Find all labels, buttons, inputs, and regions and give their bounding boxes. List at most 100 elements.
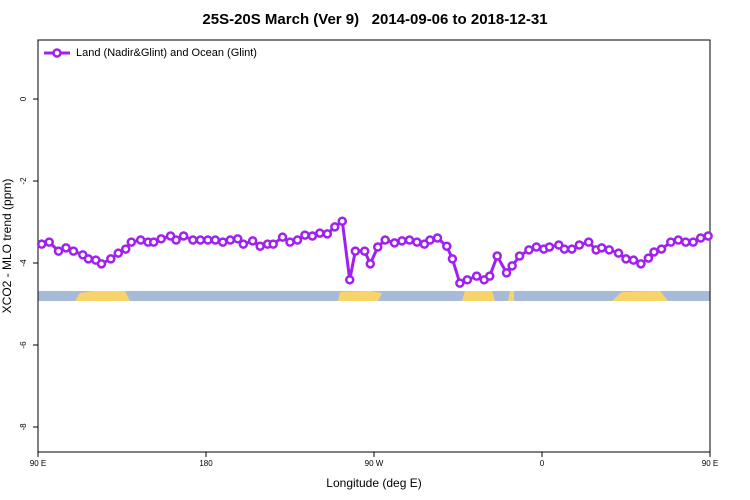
data-point (106, 254, 116, 264)
x-tick-label: 90 E (702, 459, 718, 468)
x-axis-label: Longitude (deg E) (326, 476, 421, 490)
legend-marker (52, 48, 62, 58)
x-tick-label: 90 W (365, 459, 384, 468)
land (338, 291, 382, 301)
data-point (307, 231, 318, 241)
data-point (372, 242, 383, 252)
data-point (359, 246, 370, 256)
data-point (120, 244, 131, 254)
data-point (292, 235, 303, 245)
data-point (218, 237, 228, 247)
data-point (432, 233, 443, 243)
data-point (156, 234, 166, 244)
data-point (524, 245, 534, 255)
data-point (238, 239, 249, 249)
data-point (567, 244, 577, 254)
data-point (621, 254, 631, 264)
y-tick-label: -2 (19, 177, 28, 185)
data-point (628, 255, 639, 265)
data-point (544, 242, 555, 252)
data-point (344, 275, 355, 285)
x-tick-label: 0 (540, 459, 545, 468)
data-point (96, 259, 107, 269)
data-point (596, 243, 607, 253)
data-point (178, 231, 189, 241)
chart-title: 25S-20S March (Ver 9) 2014-09-06 to 2018… (202, 11, 547, 28)
data-point (365, 259, 376, 269)
data-point (126, 237, 137, 247)
data-point (232, 234, 243, 244)
data-point (604, 245, 614, 255)
land (508, 291, 514, 301)
data-point (300, 230, 310, 240)
data-point (195, 235, 206, 245)
data-point (442, 241, 452, 251)
data-point (574, 240, 585, 250)
legend-label: Land (Nadir&Glint) and Ocean (Glint) (76, 47, 257, 59)
data-point (171, 235, 181, 245)
land (75, 291, 130, 301)
data-point (531, 242, 542, 252)
data-point (61, 243, 71, 253)
data-point (397, 236, 407, 246)
data-point (135, 235, 146, 245)
y-tick-label: 0 (19, 96, 28, 101)
data-point (583, 237, 594, 247)
data-point (148, 237, 159, 247)
data-point (36, 239, 47, 249)
data-point (247, 236, 258, 246)
data-point (559, 244, 570, 254)
data-point (83, 254, 94, 264)
data-point (649, 247, 659, 257)
data-point (285, 237, 295, 247)
data-point (613, 248, 624, 258)
data-point (44, 237, 54, 247)
data-point (68, 246, 79, 256)
data-point (412, 237, 422, 247)
data-point (673, 235, 684, 245)
data-point (447, 254, 458, 264)
land-ocean-band (38, 291, 710, 301)
data-point (337, 216, 348, 226)
data-point (471, 271, 482, 281)
data-point (703, 231, 713, 241)
data-point (680, 237, 691, 247)
data-point (268, 239, 278, 249)
land (462, 291, 495, 301)
land (612, 291, 668, 301)
data-point (225, 235, 236, 245)
data-point (643, 253, 654, 263)
data-point (113, 248, 124, 258)
data-point (507, 261, 517, 271)
x-tick-label: 90 E (30, 459, 46, 468)
data-point (277, 232, 288, 242)
data-point (203, 235, 213, 245)
data-point (656, 244, 667, 254)
data-point (636, 259, 646, 269)
data-point (188, 235, 198, 245)
data-point (425, 235, 435, 245)
data-point (322, 229, 333, 239)
x-tick-label: 180 (199, 459, 213, 468)
data-point (404, 235, 415, 245)
y-axis-label: XCO2 - MLO trend (ppm) (0, 179, 14, 314)
data-point (688, 237, 698, 247)
data-point (695, 233, 706, 243)
y-tick-label: -8 (19, 423, 28, 431)
data-point (350, 246, 361, 256)
data-point (380, 235, 390, 245)
data-point (492, 251, 502, 261)
data-point (462, 275, 473, 285)
data-point (514, 251, 525, 261)
data-point (53, 246, 64, 256)
y-tick-label: -6 (19, 341, 28, 349)
data-point (330, 222, 340, 232)
data-point (484, 271, 495, 281)
data-point (666, 237, 676, 247)
data-point (210, 235, 221, 245)
data-point (255, 241, 265, 251)
data-point (501, 268, 512, 278)
data-point (389, 238, 400, 248)
y-tick-label: -4 (19, 259, 28, 267)
